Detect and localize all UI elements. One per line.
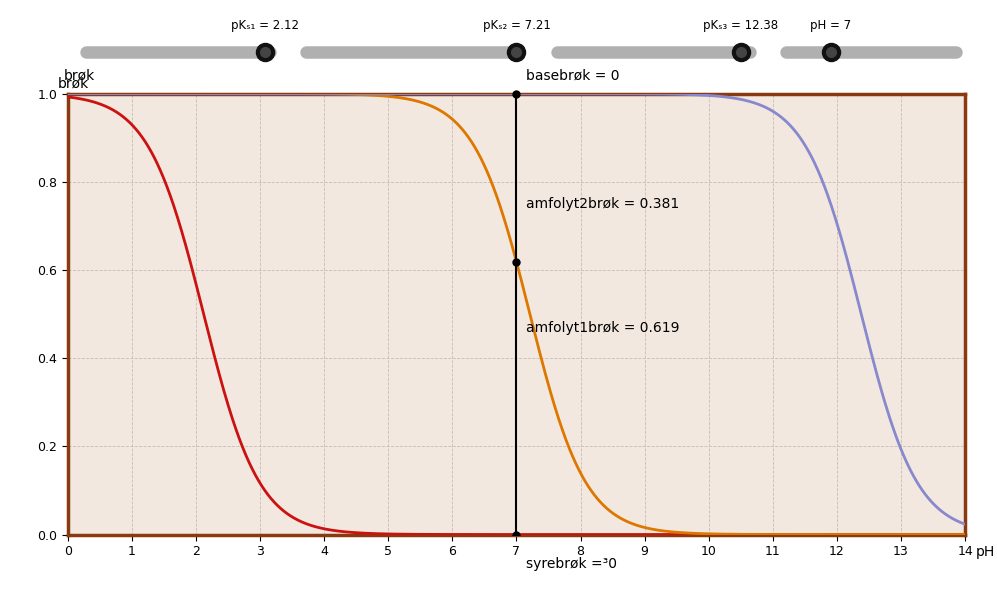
Text: basebrøk = 0: basebrøk = 0 bbox=[526, 69, 619, 83]
Text: pH: pH bbox=[976, 545, 995, 559]
Text: pKₛ₁ = 2.12: pKₛ₁ = 2.12 bbox=[231, 19, 299, 32]
Text: pKₛ₃ = 12.38: pKₛ₃ = 12.38 bbox=[703, 19, 779, 32]
Text: amfolyt1brøk = 0.619: amfolyt1brøk = 0.619 bbox=[526, 321, 680, 335]
Text: brøk: brøk bbox=[63, 69, 95, 83]
Text: pH = 7: pH = 7 bbox=[810, 19, 851, 32]
Text: syrebrøk =³0: syrebrøk =³0 bbox=[526, 557, 617, 571]
Text: brøk: brøk bbox=[58, 77, 89, 91]
Text: amfolyt2brøk = 0.381: amfolyt2brøk = 0.381 bbox=[526, 198, 679, 211]
Text: pKₛ₂ = 7.21: pKₛ₂ = 7.21 bbox=[483, 19, 550, 32]
